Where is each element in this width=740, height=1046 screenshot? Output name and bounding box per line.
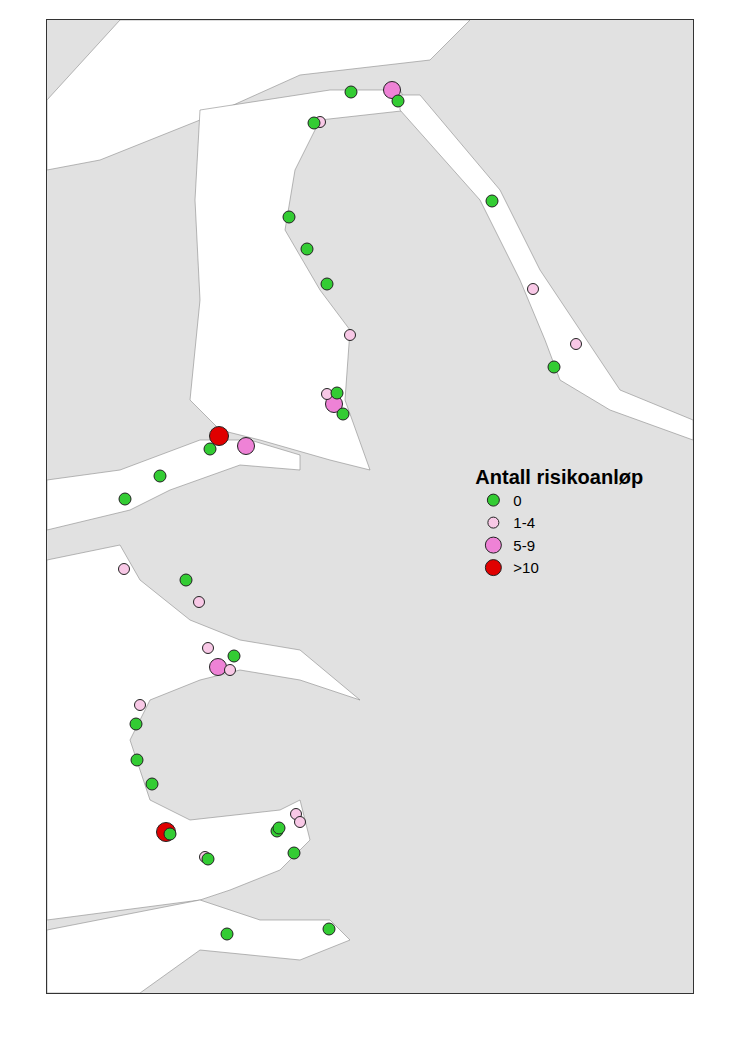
svg-text:1-4: 1-4 <box>513 514 535 531</box>
svg-text:0: 0 <box>513 492 521 509</box>
svg-text:5-9: 5-9 <box>513 537 535 554</box>
svg-text:Antall risikoanløp: Antall risikoanløp <box>475 466 643 488</box>
svg-text:>10: >10 <box>513 559 538 576</box>
